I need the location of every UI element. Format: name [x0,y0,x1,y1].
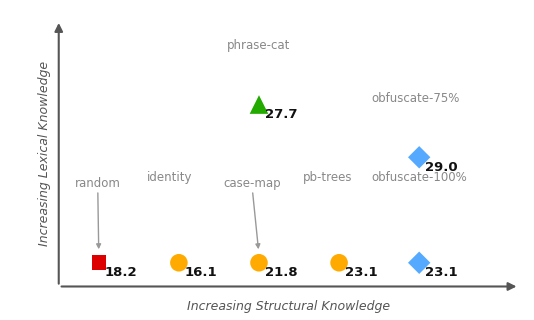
Text: 21.8: 21.8 [264,267,297,279]
Text: obfuscate-75%: obfuscate-75% [371,92,459,105]
Point [415,260,423,265]
Point [255,102,263,107]
Text: 18.2: 18.2 [104,267,137,279]
Text: 16.1: 16.1 [184,267,217,279]
Text: 23.1: 23.1 [344,267,378,279]
Text: case-map: case-map [223,177,280,248]
Text: obfuscate-100%: obfuscate-100% [371,171,467,184]
Point [175,260,183,265]
Text: random: random [75,177,121,248]
Point [415,155,423,160]
Point [255,260,263,265]
Text: Increasing Structural Knowledge: Increasing Structural Knowledge [187,300,390,313]
Point [95,260,103,265]
Text: phrase-cat: phrase-cat [227,39,290,52]
Text: 23.1: 23.1 [425,267,458,279]
Text: identity: identity [147,171,192,184]
Text: Increasing Lexical Knowledge: Increasing Lexical Knowledge [38,61,51,246]
Text: 27.7: 27.7 [264,108,297,121]
Text: 29.0: 29.0 [425,161,458,174]
Point [335,260,343,265]
Text: pb-trees: pb-trees [303,171,352,184]
